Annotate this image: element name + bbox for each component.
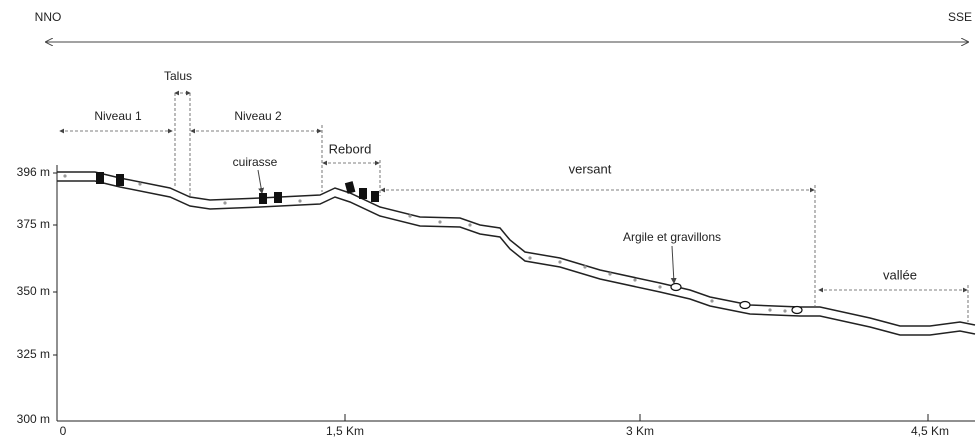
zone-label: Niveau 1 [94, 109, 142, 123]
zone-label: Talus [164, 69, 192, 83]
y-tick-label: 350 m [17, 284, 50, 298]
x-tick-label: 0 [60, 424, 67, 438]
direction-right: SSE [948, 10, 972, 24]
zone-label: vallée [883, 267, 917, 282]
direction-left: NNO [35, 10, 62, 24]
annotation: Argile et gravillons [623, 230, 721, 244]
x-tick-label: 4,5 Km [911, 424, 949, 438]
zone-label: Niveau 2 [234, 109, 282, 123]
zone-label: Rebord [329, 141, 372, 156]
annotation-arrow [670, 245, 677, 284]
axes [53, 165, 975, 422]
annotation-arrow [257, 169, 265, 194]
terrain-profile [57, 171, 976, 336]
zone-boundaries [174, 93, 969, 322]
y-tick-label: 300 m [17, 412, 50, 426]
y-tick-label: 375 m [17, 217, 50, 231]
y-tick-label: 396 m [17, 165, 50, 179]
x-tick-label: 1,5 Km [326, 424, 364, 438]
annotation: cuirasse [233, 155, 278, 169]
y-tick-label: 325 m [17, 347, 50, 361]
x-tick-label: 3 Km [626, 424, 654, 438]
zone-label: versant [569, 161, 612, 176]
